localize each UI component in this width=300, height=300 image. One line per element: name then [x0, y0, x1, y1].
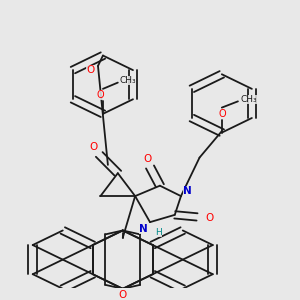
Text: O: O [97, 90, 104, 100]
Text: O: O [118, 290, 127, 300]
Text: N: N [140, 224, 148, 234]
Text: O: O [143, 154, 152, 164]
Text: CH₃: CH₃ [241, 95, 257, 104]
Text: CH₃: CH₃ [119, 76, 136, 85]
Text: H: H [155, 228, 162, 237]
Text: O: O [205, 213, 214, 223]
Text: O: O [89, 142, 97, 152]
Text: O: O [86, 65, 95, 75]
Text: O: O [218, 109, 226, 119]
Text: N: N [183, 186, 191, 196]
